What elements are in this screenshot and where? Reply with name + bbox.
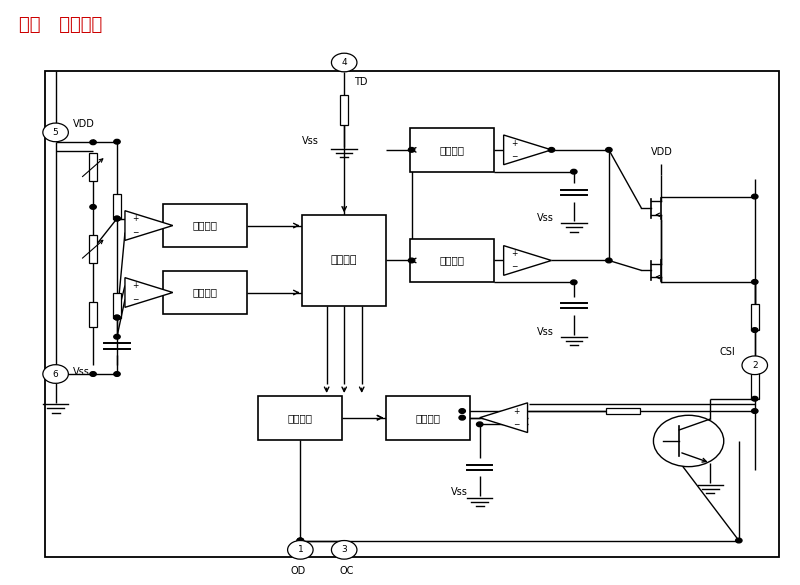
Circle shape bbox=[297, 538, 303, 543]
Text: OC: OC bbox=[339, 566, 354, 576]
Text: Vss: Vss bbox=[451, 487, 468, 497]
Text: −: − bbox=[133, 228, 139, 237]
Circle shape bbox=[570, 170, 577, 174]
Bar bbox=[258, 396, 342, 439]
Text: +: + bbox=[133, 215, 139, 223]
Bar bbox=[89, 153, 97, 181]
Circle shape bbox=[114, 315, 120, 320]
Text: +: + bbox=[511, 249, 518, 259]
Circle shape bbox=[606, 147, 612, 152]
Text: Vss: Vss bbox=[537, 213, 554, 223]
Bar bbox=[113, 293, 121, 318]
Bar bbox=[113, 194, 121, 219]
Circle shape bbox=[751, 194, 758, 199]
Circle shape bbox=[408, 258, 414, 263]
Text: 3: 3 bbox=[342, 545, 347, 555]
Polygon shape bbox=[125, 211, 173, 240]
Bar bbox=[386, 396, 470, 439]
Text: 2: 2 bbox=[752, 361, 758, 370]
Circle shape bbox=[114, 216, 120, 221]
Circle shape bbox=[114, 216, 120, 221]
Text: VDD: VDD bbox=[73, 119, 95, 129]
Bar bbox=[340, 95, 348, 125]
Text: CSI: CSI bbox=[719, 347, 735, 357]
Circle shape bbox=[751, 280, 758, 284]
Circle shape bbox=[331, 541, 357, 559]
Bar bbox=[163, 271, 246, 314]
Text: 四、   内部框图: 四、 内部框图 bbox=[19, 16, 102, 34]
Circle shape bbox=[297, 538, 303, 543]
Circle shape bbox=[477, 422, 483, 426]
Circle shape bbox=[570, 280, 577, 285]
Circle shape bbox=[459, 409, 466, 414]
Bar bbox=[606, 408, 640, 414]
Circle shape bbox=[606, 258, 612, 263]
Text: 4: 4 bbox=[342, 58, 347, 67]
Circle shape bbox=[297, 538, 303, 543]
Text: Vss: Vss bbox=[302, 136, 318, 146]
Circle shape bbox=[742, 356, 767, 374]
Text: +: + bbox=[511, 139, 518, 148]
Text: 时钟电路: 时钟电路 bbox=[331, 256, 358, 266]
Circle shape bbox=[751, 409, 758, 414]
Circle shape bbox=[114, 315, 120, 320]
Circle shape bbox=[459, 415, 466, 420]
Text: 过充检测: 过充检测 bbox=[192, 287, 217, 298]
Circle shape bbox=[408, 147, 414, 152]
Text: 过放检测: 过放检测 bbox=[192, 221, 217, 230]
Text: VDD: VDD bbox=[650, 147, 673, 157]
Circle shape bbox=[43, 123, 68, 142]
Text: 过流检测: 过流检测 bbox=[439, 256, 464, 266]
Circle shape bbox=[114, 371, 120, 376]
Circle shape bbox=[736, 538, 742, 543]
Text: 6: 6 bbox=[53, 370, 58, 378]
Bar bbox=[410, 128, 494, 171]
Text: −: − bbox=[133, 295, 139, 304]
Circle shape bbox=[287, 541, 313, 559]
Circle shape bbox=[751, 397, 758, 401]
Bar bbox=[46, 71, 778, 558]
Text: Vss: Vss bbox=[73, 367, 90, 377]
Bar bbox=[302, 215, 386, 305]
Text: −: − bbox=[511, 263, 518, 271]
Polygon shape bbox=[504, 135, 551, 165]
Circle shape bbox=[114, 335, 120, 339]
Circle shape bbox=[90, 140, 96, 144]
Text: 充电检测: 充电检测 bbox=[415, 412, 441, 423]
Circle shape bbox=[90, 371, 96, 376]
Text: 短路检测: 短路检测 bbox=[439, 145, 464, 155]
Circle shape bbox=[90, 205, 96, 209]
Text: TD: TD bbox=[354, 77, 367, 87]
Circle shape bbox=[548, 147, 554, 152]
Text: +: + bbox=[514, 407, 520, 415]
Polygon shape bbox=[504, 246, 551, 276]
Text: 1: 1 bbox=[298, 545, 303, 555]
Text: +: + bbox=[133, 281, 139, 290]
Text: OD: OD bbox=[290, 566, 306, 576]
Bar bbox=[163, 204, 246, 247]
Bar bbox=[89, 302, 97, 327]
Bar bbox=[750, 373, 758, 399]
Polygon shape bbox=[480, 403, 527, 432]
Text: Vss: Vss bbox=[537, 326, 554, 336]
Bar bbox=[410, 239, 494, 283]
Circle shape bbox=[114, 139, 120, 144]
Bar bbox=[750, 304, 758, 330]
Bar bbox=[89, 235, 97, 263]
Circle shape bbox=[43, 364, 68, 383]
Text: 5: 5 bbox=[53, 128, 58, 137]
Circle shape bbox=[751, 328, 758, 332]
Text: −: − bbox=[514, 420, 520, 429]
Text: −: − bbox=[511, 152, 518, 161]
Text: 控制逻辑: 控制逻辑 bbox=[288, 412, 313, 423]
Circle shape bbox=[331, 53, 357, 72]
Circle shape bbox=[654, 415, 724, 467]
Polygon shape bbox=[125, 278, 173, 307]
